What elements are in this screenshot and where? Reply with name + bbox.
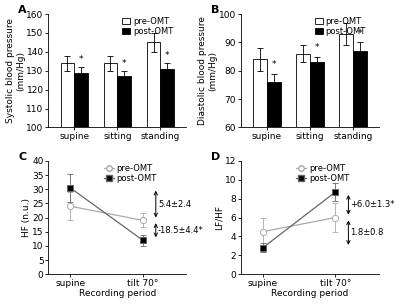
Legend: pre-OMT, post-OMT: pre-OMT, post-OMT — [314, 16, 367, 37]
Text: *: * — [314, 43, 319, 52]
Legend: pre-OMT, post-OMT: pre-OMT, post-OMT — [121, 16, 174, 37]
Text: *: * — [358, 29, 362, 38]
X-axis label: Recording period: Recording period — [271, 289, 349, 299]
Text: D: D — [211, 152, 220, 162]
Bar — [160, 69, 174, 304]
Text: *: * — [79, 55, 84, 64]
Y-axis label: Systolic blood pressure
(mm/Hg): Systolic blood pressure (mm/Hg) — [6, 18, 25, 123]
Text: *: * — [272, 60, 276, 69]
Text: A: A — [18, 5, 27, 15]
Text: +6.0±1.3*: +6.0±1.3* — [350, 200, 395, 209]
Text: 5.4±2.4: 5.4±2.4 — [158, 200, 191, 209]
Bar — [267, 82, 281, 297]
Bar — [74, 73, 88, 304]
Legend: pre-OMT, post-OMT: pre-OMT, post-OMT — [296, 163, 350, 184]
Bar — [353, 51, 367, 297]
Text: 1.8±0.8: 1.8±0.8 — [350, 228, 384, 237]
Bar — [310, 62, 324, 297]
Bar — [339, 34, 353, 297]
Text: *: * — [165, 51, 170, 60]
Text: C: C — [18, 152, 26, 162]
Bar — [60, 63, 74, 304]
Y-axis label: HF (n.u.): HF (n.u.) — [22, 198, 31, 237]
Y-axis label: Diastolic blood pressure
(mm/Hg): Diastolic blood pressure (mm/Hg) — [198, 16, 218, 125]
Bar — [147, 42, 160, 304]
X-axis label: Recording period: Recording period — [79, 289, 156, 299]
Legend: pre-OMT, post-OMT: pre-OMT, post-OMT — [103, 163, 157, 184]
Bar — [253, 59, 267, 297]
Bar — [104, 63, 117, 304]
Bar — [117, 76, 131, 304]
Bar — [296, 54, 310, 297]
Text: -18.5±4.4*: -18.5±4.4* — [158, 226, 204, 235]
Text: B: B — [211, 5, 219, 15]
Y-axis label: LF/HF: LF/HF — [214, 205, 223, 230]
Text: *: * — [122, 59, 126, 68]
